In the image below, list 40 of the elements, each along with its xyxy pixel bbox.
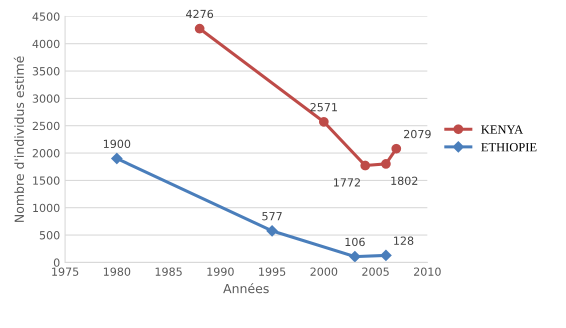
y-axis-title: Nombre d'individus estimé <box>14 56 24 222</box>
y-tick-label: 3000 <box>32 94 60 103</box>
data-label: 4276 <box>186 10 214 18</box>
x-tick-label: 1980 <box>104 267 130 276</box>
y-tick-label: 2500 <box>32 122 60 130</box>
point <box>111 152 122 164</box>
x-tick-label: 1995 <box>259 267 286 276</box>
x-axis-title: Années <box>223 283 269 294</box>
point <box>360 160 370 170</box>
point <box>318 116 329 127</box>
data-label: 128 <box>394 236 414 245</box>
data-label: 1900 <box>104 140 130 148</box>
x-tick-label: 2010 <box>414 267 441 276</box>
data-label: 2571 <box>310 102 337 112</box>
y-tick-label: 2000 <box>32 149 60 158</box>
y-tick-label: 1500 <box>33 176 60 185</box>
x-tick-label: 2005 <box>362 267 389 276</box>
data-label: 1802 <box>391 176 418 185</box>
legend-label: KENYA <box>481 125 524 134</box>
y-tick-label: 500 <box>40 231 60 240</box>
x-tick-label: 1975 <box>52 267 78 276</box>
x-tick-label: 2000 <box>310 267 338 276</box>
data-label: 106 <box>346 238 365 246</box>
point <box>349 251 360 262</box>
data-label: 577 <box>262 212 282 220</box>
point <box>380 250 392 262</box>
legend-label: ETHIOPIE <box>481 143 536 152</box>
y-tick-label: 4000 <box>32 40 60 48</box>
point <box>381 159 391 169</box>
y-tick-label: 1000 <box>33 204 60 212</box>
x-tick-label: 1990 <box>207 267 234 276</box>
y-tick-label: 3500 <box>32 67 60 76</box>
data-label: 1772 <box>334 178 360 186</box>
y-tick-label: 0 <box>54 258 60 267</box>
point <box>266 225 278 236</box>
point <box>194 24 204 34</box>
y-tick-label: 4500 <box>32 12 60 21</box>
x-tick-label: 1985 <box>156 267 182 276</box>
point <box>391 144 402 154</box>
data-label: 2079 <box>404 130 431 138</box>
